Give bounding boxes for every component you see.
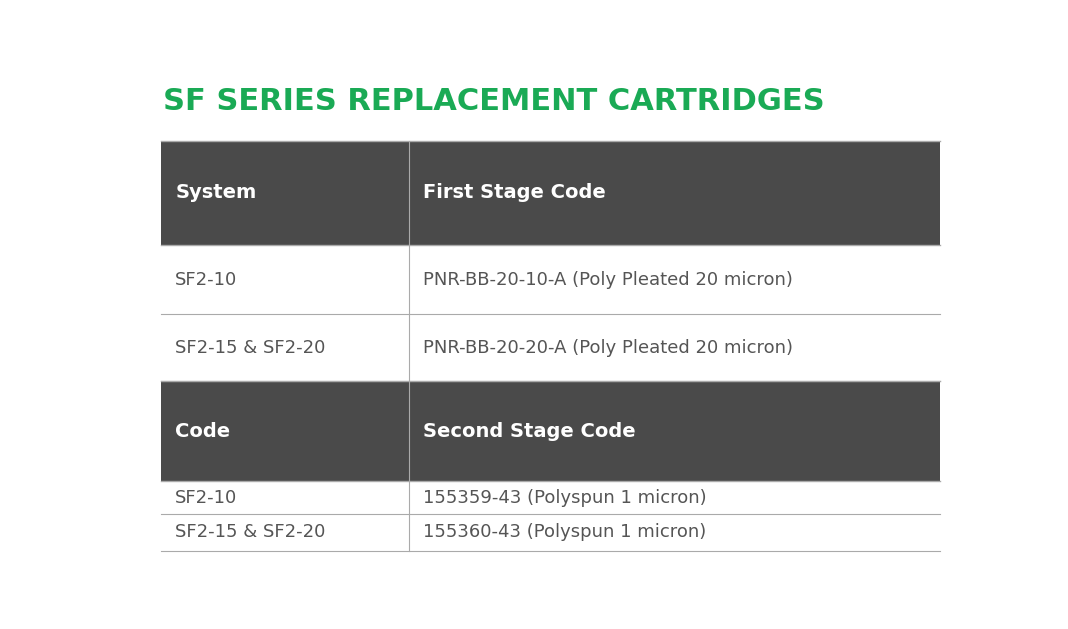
Text: First Stage Code: First Stage Code [423,184,606,203]
Text: SF2-15 & SF2-20: SF2-15 & SF2-20 [175,338,326,357]
Text: PNR-BB-20-20-A (Poly Pleated 20 micron): PNR-BB-20-20-A (Poly Pleated 20 micron) [423,338,792,357]
Text: SF2-15 & SF2-20: SF2-15 & SF2-20 [175,523,326,542]
Text: 155360-43 (Polyspun 1 micron): 155360-43 (Polyspun 1 micron) [423,523,706,542]
Text: Code: Code [175,421,231,441]
Text: 155359-43 (Polyspun 1 micron): 155359-43 (Polyspun 1 micron) [423,489,706,507]
Text: SF2-10: SF2-10 [175,270,237,289]
Text: Second Stage Code: Second Stage Code [423,421,635,441]
Bar [161,515,940,550]
Text: System: System [175,184,256,203]
Bar [161,481,940,515]
Text: PNR-BB-20-10-A (Poly Pleated 20 micron): PNR-BB-20-10-A (Poly Pleated 20 micron) [423,270,792,289]
Text: SF2-10: SF2-10 [175,489,237,507]
Text: SF SERIES REPLACEMENT CARTRIDGES: SF SERIES REPLACEMENT CARTRIDGES [163,87,824,116]
